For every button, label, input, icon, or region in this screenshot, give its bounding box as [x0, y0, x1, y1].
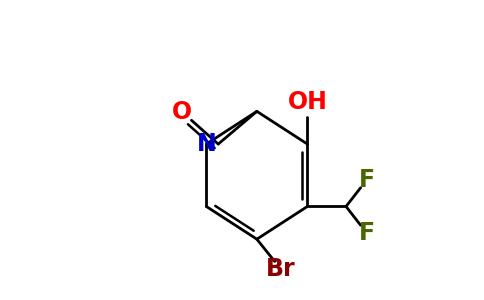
Text: Br: Br	[266, 257, 295, 281]
Text: O: O	[172, 100, 192, 124]
Text: F: F	[359, 168, 375, 192]
Text: F: F	[359, 221, 375, 245]
Text: N: N	[197, 132, 216, 156]
Text: OH: OH	[287, 90, 327, 114]
